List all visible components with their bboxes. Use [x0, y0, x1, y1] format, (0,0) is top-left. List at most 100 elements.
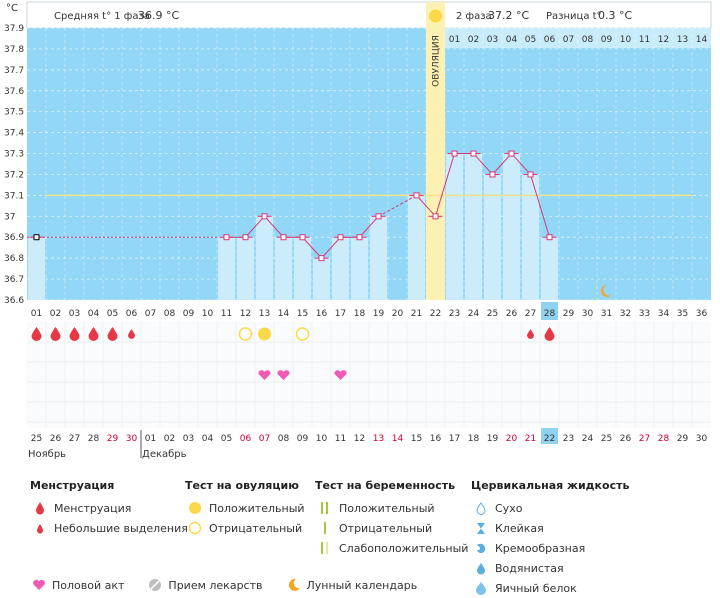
cycle-day-label: 04: [88, 309, 100, 319]
phase2-day-label: 14: [696, 35, 708, 45]
eggwhite-drop-icon: [471, 581, 491, 595]
drop-icon: [69, 327, 80, 342]
today-highlight: [541, 302, 558, 320]
temp-point: [318, 255, 325, 262]
temp-bar: [408, 195, 425, 300]
cycle-day-label: 30: [582, 309, 594, 319]
legend-label: Слабоположительный: [339, 541, 469, 555]
unit-label: °C: [6, 3, 18, 14]
legend-ovulation-test: Тест на овуляцию Положительный Отрицател…: [185, 479, 305, 538]
temp-point: [546, 234, 553, 241]
date-label: 10: [316, 434, 328, 444]
date-label: 01: [145, 434, 156, 444]
temp-line-segment: [416, 195, 436, 217]
temp-line-segment: [473, 153, 493, 175]
legend-menstruation: Менструация Менструация Небольшие выделе…: [30, 479, 188, 538]
phase2-day-label: 12: [658, 35, 669, 45]
legend-item: Лунный календарь: [285, 578, 417, 592]
legend-label: Отрицательный: [209, 521, 303, 535]
date-label: 19: [487, 434, 499, 444]
temp-line-segment: [321, 236, 341, 259]
cycle-day-label: 03: [69, 309, 80, 319]
legend-label: Клейкая: [495, 521, 544, 535]
temp-line-segment: [302, 236, 322, 259]
date-label: 22: [544, 434, 555, 444]
small-drop-icon: [128, 329, 135, 339]
legend-item: Менструация: [30, 498, 188, 518]
temp-line-segment: [530, 174, 550, 238]
temp-point: [223, 234, 230, 241]
cycle-day-label: 17: [335, 309, 346, 319]
y-tick-label: 37.6: [4, 87, 24, 97]
phase2-day-label: 02: [468, 35, 479, 45]
date-label: 02: [164, 434, 175, 444]
legend-item: Положительный: [315, 498, 468, 518]
date-label: 23: [563, 434, 574, 444]
cycle-day-label: 28: [544, 309, 556, 319]
temp-bar: [465, 153, 482, 300]
date-label: 27: [639, 434, 650, 444]
temp-point: [280, 234, 287, 241]
temp-bar: [294, 237, 311, 300]
positive-circle-icon: [258, 327, 271, 341]
date-label: 03: [183, 434, 194, 444]
cycle-day-label: 02: [50, 309, 61, 319]
date-label: 13: [373, 434, 384, 444]
date-label: 05: [221, 434, 232, 444]
y-tick-label: 37.2: [4, 170, 24, 180]
temp-point: [242, 234, 249, 241]
date-label: 07: [259, 434, 270, 444]
negative-circle-icon: [185, 521, 205, 535]
legend-title: Менструация: [30, 479, 115, 492]
cycle-day-label: 35: [677, 309, 688, 319]
temp-bar: [28, 237, 45, 300]
dry-drop-icon: [471, 501, 491, 515]
temp-bar: [484, 174, 501, 300]
date-label: 27: [69, 434, 80, 444]
date-label: 28: [658, 434, 670, 444]
cycle-day-label: 10: [202, 309, 214, 319]
legend-item: Кремообразная: [471, 538, 629, 558]
drop-icon: [31, 327, 42, 342]
temp-point: [33, 234, 40, 241]
phase2-day-label: 06: [544, 35, 556, 45]
legend-title: Цервикальная жидкость: [471, 479, 630, 492]
legend-item: Положительный: [185, 498, 305, 518]
legend-item: Половой акт: [30, 579, 124, 592]
sun-icon: [429, 9, 442, 23]
cycle-day-label: 21: [411, 309, 422, 319]
phase2-day-label: 08: [582, 35, 594, 45]
date-label: 08: [278, 434, 290, 444]
temp-point: [375, 213, 382, 220]
heart-icon: [334, 370, 347, 380]
legend-item: Яичный белок: [471, 578, 629, 598]
cycle-day-label: 19: [373, 309, 385, 319]
diff-value: 0.3 °C: [598, 9, 632, 22]
cycle-day-label: 36: [696, 309, 708, 319]
date-label: 14: [392, 434, 404, 444]
cycle-day-label: 34: [658, 309, 670, 319]
y-tick-label: 36.7: [4, 275, 24, 285]
y-tick-label: 37.7: [4, 66, 24, 76]
legend-item: Слабоположительный: [315, 538, 468, 558]
cycle-day-label: 14: [278, 309, 290, 319]
y-tick-label: 37: [4, 212, 15, 222]
legend-item: Клейкая: [471, 518, 629, 538]
drop-icon: [88, 327, 99, 342]
y-tick-label: 36.9: [4, 233, 24, 243]
cycle-day-label: 12: [240, 309, 251, 319]
phase2-day-label: 03: [487, 35, 498, 45]
legend-label: Яичный белок: [495, 581, 577, 595]
pill-icon: [146, 578, 164, 592]
phase2-day-label: 01: [449, 35, 460, 45]
legend-item: Сухо: [471, 498, 629, 518]
date-label: 29: [677, 434, 689, 444]
temp-point: [470, 150, 477, 157]
y-tick-label: 36.8: [4, 254, 24, 264]
date-label: 12: [354, 434, 365, 444]
cycle-day-label: 15: [297, 309, 308, 319]
y-tick-label: 36.6: [4, 296, 24, 306]
date-label: 25: [31, 434, 42, 444]
legend-label: Положительный: [339, 501, 435, 515]
